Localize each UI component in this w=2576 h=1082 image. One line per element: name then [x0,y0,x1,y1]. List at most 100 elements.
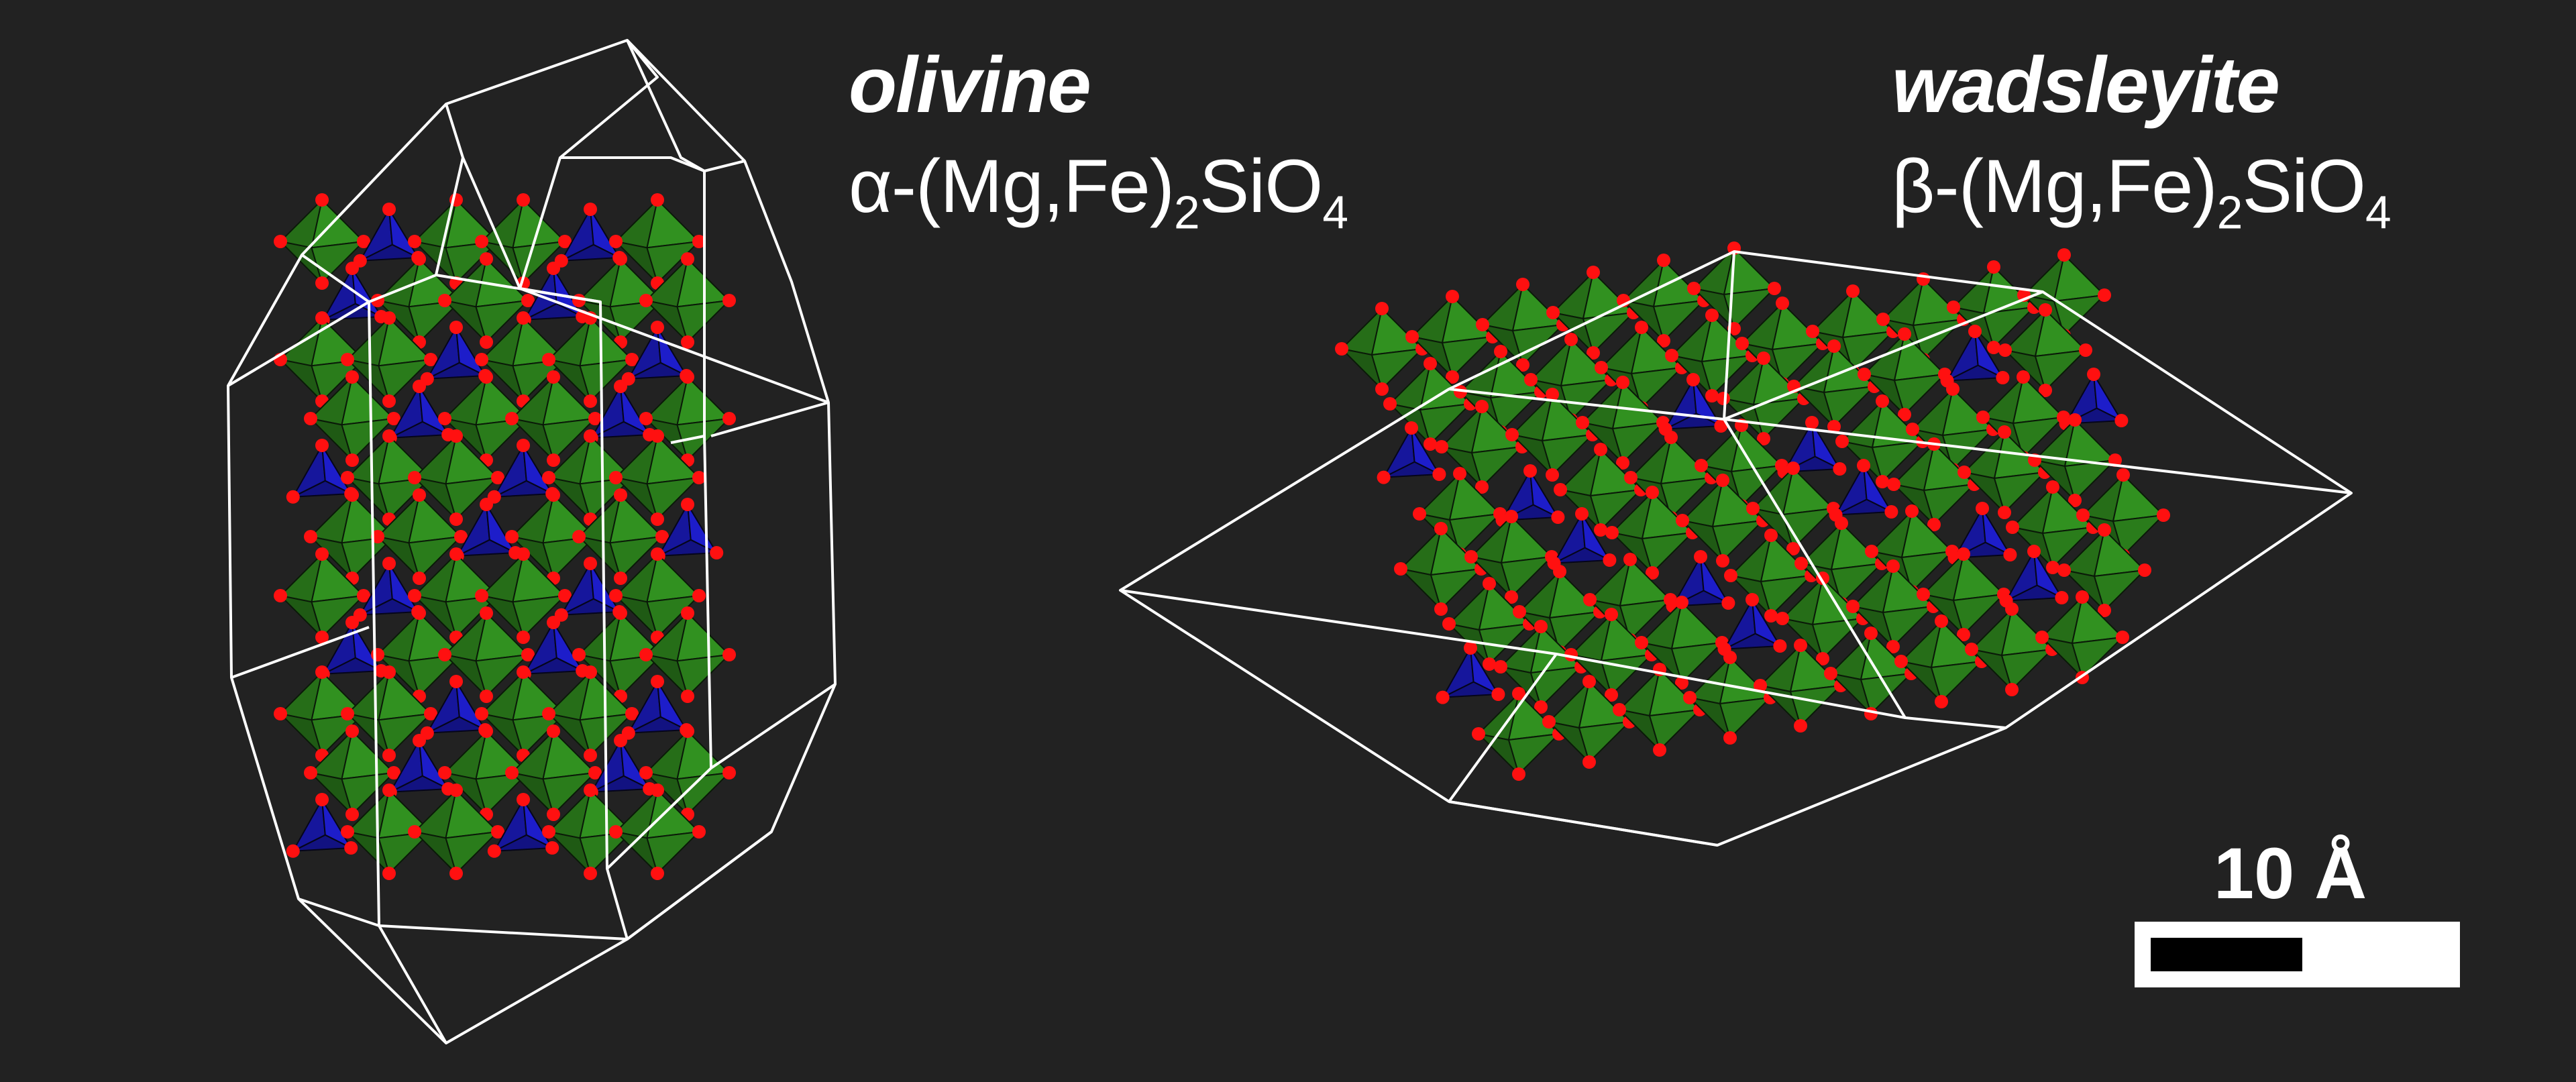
octahedron-face [1630,366,1684,409]
oxygen-atom [1575,507,1589,521]
oxygen-atom [521,294,535,307]
oxygen-atom [1494,660,1507,673]
oxygen-atom [382,783,396,797]
octahedron-face [1589,488,1643,531]
octahedron-face [1893,373,1947,416]
oxygen-atom [1687,282,1701,295]
oxygen-atom [1898,327,1911,341]
octahedron-face [1923,483,1976,526]
oxygen-atom [1483,577,1496,590]
octahedron-face [1670,641,1724,684]
oxygen-atom [1513,605,1526,618]
oxygen-atom [413,252,426,266]
olivine-formula-subscript-4: 4 [1322,186,1348,239]
oxygen-atom [1705,389,1719,402]
oxygen-atom [2076,508,2090,522]
oxygen-atom [584,203,597,216]
oxygen-atom [1968,325,1982,338]
oxygen-atom [1776,612,1789,625]
oxygen-atom [651,867,664,880]
oxygen-atom [1886,559,1900,573]
oxygen-atom [315,631,329,644]
oxygen-atom [1505,590,1518,604]
olivine-formula-prefix: α-(Mg,Fe) [849,144,1175,228]
octahedron-face [1719,696,1772,739]
oxygen-atom [387,412,400,425]
oxygen-atom [2079,343,2092,357]
octahedron-face [1578,720,1631,763]
oxygen-atom [584,557,597,570]
octahedron-face [1470,445,1524,488]
tetrahedron-face [1835,498,1894,516]
oxygen-atom [1551,510,1565,524]
oxygen-atom [1494,345,1507,358]
oxygen-atom [480,252,493,266]
oxygen-atom [286,844,300,858]
oxygen-atom [1434,522,1448,535]
octahedron-face [1660,476,1713,519]
oxygen-atom [1805,416,1819,429]
tetrahedron-face [494,834,555,852]
tetrahedron-face [628,716,690,734]
oxygen-atom [1723,731,1737,745]
oxygen-atom [1424,357,1437,370]
oxygen-atom [2157,508,2170,522]
oxygen-atom [357,235,370,248]
oxygen-atom [545,841,559,855]
oxygen-atom [2116,631,2129,644]
oxygen-atom [639,294,653,307]
oxygen-atom [1683,691,1697,704]
oxygen-atom [1876,475,1889,488]
octahedron-face [1752,397,1806,440]
oxygen-atom [304,530,317,543]
wadsleyite-unit-cell-outline [1119,250,2353,847]
octahedron-face [445,594,500,639]
oxygen-atom [345,488,359,502]
oxygen-atom [1405,330,1419,343]
oxygen-atom [1653,743,1666,757]
oxygen-atom [547,370,560,384]
oxygen-atom [1635,321,1648,334]
oxygen-atom [655,530,669,543]
octahedron-face [609,653,664,698]
oxygen-atom [1735,337,1749,350]
oxygen-atom [1436,690,1450,704]
oxygen-atom [1413,507,1426,521]
oxygen-atom [1516,278,1529,291]
octahedron-face [408,299,463,343]
oxygen-atom [1935,695,1948,708]
oxygen-atom [584,749,597,762]
oxygen-atom [1394,562,1407,576]
octahedron-face [1711,519,1765,562]
oxygen-atom [1998,425,2011,439]
oxygen-atom [1714,419,1728,433]
oxygen-atom [517,439,530,452]
octahedron-face [646,594,701,639]
oxygen-atom [1833,462,1847,476]
oxygen-atom [1442,617,1456,631]
oxygen-atom [1594,523,1607,537]
oxygen-atom [692,235,706,248]
octahedron-face [512,594,567,639]
octahedron-face [2093,569,2147,612]
oxygen-atom [547,453,560,467]
oxygen-atom [2068,494,2082,507]
oxygen-atom [1824,667,1837,680]
oxygen-atom [1827,420,1841,433]
oxygen-atom [1594,443,1607,456]
oxygen-atom [572,648,586,661]
octahedron-face [1529,665,1583,708]
oxygen-atom [2057,248,2071,262]
octahedron-face [542,771,597,816]
oxygen-atom [1582,755,1596,769]
oxygen-atom [413,572,426,585]
octahedron-face [579,358,634,402]
octahedron-face [1823,385,1876,428]
oxygen-atom [2039,384,2052,397]
octahedron-face [646,476,701,521]
oxygen-atom [1476,318,1489,331]
octahedron-face [1771,342,1825,385]
oxygen-atom [454,530,468,543]
oxygen-atom [449,547,463,561]
oxygen-atom [572,530,586,543]
